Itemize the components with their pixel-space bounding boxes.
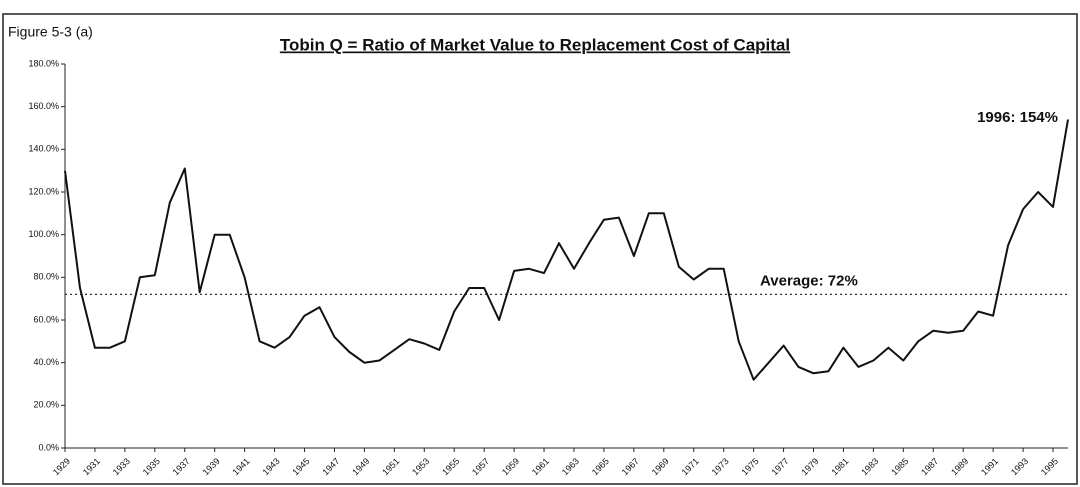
- y-tick-label: 100.0%: [28, 229, 59, 239]
- x-tick-label: 1963: [560, 456, 581, 477]
- x-tick-label: 1975: [739, 456, 760, 477]
- x-tick-label: 1989: [949, 456, 970, 477]
- x-tick-label: 1973: [710, 456, 731, 477]
- x-tick-label: 1977: [769, 456, 790, 477]
- x-tick-label: 1951: [380, 456, 401, 477]
- y-tick-label: 120.0%: [28, 186, 59, 196]
- y-tick-label: 60.0%: [33, 314, 59, 324]
- x-tick-label: 1957: [470, 456, 491, 477]
- x-tick-label: 1943: [260, 456, 281, 477]
- chart-title: Tobin Q = Ratio of Market Value to Repla…: [280, 35, 790, 54]
- x-tick-label: 1965: [590, 456, 611, 477]
- line: [64, 119, 1069, 381]
- x-tick-label: 1981: [829, 456, 850, 477]
- y-tick-label: 140.0%: [28, 144, 59, 154]
- figure-label: Figure 5-3 (a): [8, 24, 93, 40]
- y-tick-label: 0.0%: [38, 442, 59, 452]
- x-tick-label: 1955: [440, 456, 461, 477]
- x-tick-label: 1983: [859, 456, 880, 477]
- x-tick-label: 1987: [919, 456, 940, 477]
- y-tick-label: 40.0%: [33, 357, 59, 367]
- x-tick-label: 1991: [979, 456, 1000, 477]
- x-tick-label: 1969: [650, 456, 671, 477]
- y-tick-label: 20.0%: [33, 400, 59, 410]
- average-label: Average: 72%: [760, 272, 858, 289]
- x-tick-label: 1939: [201, 456, 222, 477]
- x-tick-label: 1941: [231, 456, 252, 477]
- end-annotation: 1996: 154%: [977, 109, 1058, 126]
- x-tick-label: 1929: [51, 456, 72, 477]
- y-tick-label: 180.0%: [28, 58, 59, 68]
- x-tick-label: 1933: [111, 456, 132, 477]
- x-tick-label: 1961: [530, 456, 551, 477]
- x-tick-label: 1993: [1009, 456, 1030, 477]
- x-tick-label: 1949: [350, 456, 371, 477]
- x-tick-label: 1959: [500, 456, 521, 477]
- x-tick-label: 1931: [81, 456, 102, 477]
- x-tick-label: 1953: [410, 456, 431, 477]
- x-tick-label: 1947: [320, 456, 341, 477]
- frame: [2, 13, 1078, 485]
- x-tick-label: 1985: [889, 456, 910, 477]
- x-tick-label: 1937: [171, 456, 192, 477]
- x-tick-label: 1967: [620, 456, 641, 477]
- y-tick-label: 160.0%: [28, 101, 59, 111]
- x-tick-label: 1935: [141, 456, 162, 477]
- y-tick-label: 80.0%: [33, 272, 59, 282]
- x-tick-label: 1945: [290, 456, 311, 477]
- x-tick-label: 1995: [1039, 456, 1060, 477]
- x-tick-label: 1971: [680, 456, 701, 477]
- x-tick-label: 1979: [799, 456, 820, 477]
